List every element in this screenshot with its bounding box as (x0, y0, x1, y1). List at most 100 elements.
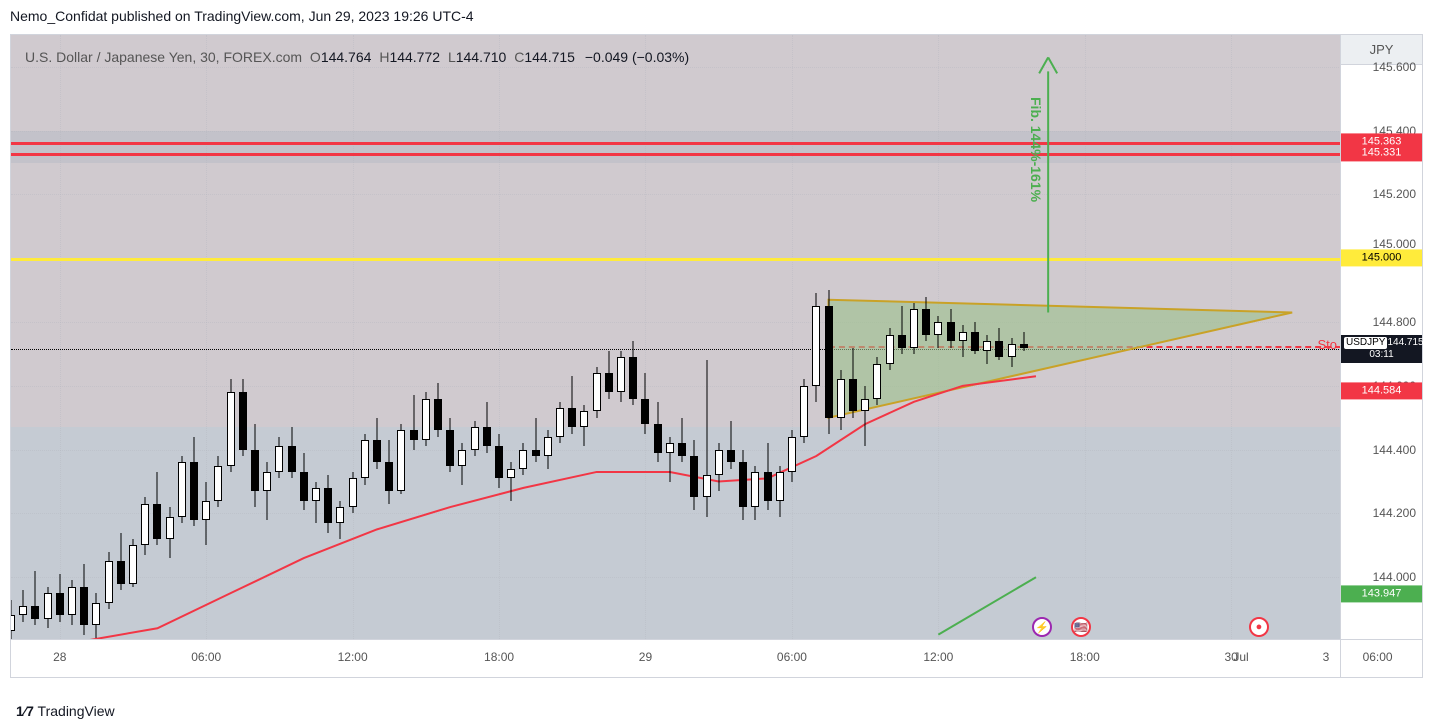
candlestick (165, 35, 175, 641)
candlestick (409, 35, 419, 641)
candlestick (238, 35, 248, 641)
candlestick (457, 35, 467, 641)
ytick: 145.200 (1373, 187, 1416, 201)
candlestick (531, 35, 541, 641)
xtick: 18:00 (484, 650, 514, 664)
candlestick (79, 35, 89, 641)
xtick: 3 (1323, 650, 1330, 664)
candlestick (921, 35, 931, 641)
candlestick (909, 35, 919, 641)
candlestick (763, 35, 773, 641)
candlestick (91, 35, 101, 641)
candlestick (811, 35, 821, 641)
candlestick (518, 35, 528, 641)
candlestick (689, 35, 699, 641)
candlestick (384, 35, 394, 641)
event-icon[interactable]: ● (1249, 617, 1269, 637)
candlestick (494, 35, 504, 641)
ytick: 144.200 (1373, 506, 1416, 520)
chart-plot[interactable]: StoFib. 144%-161%⚡🇺🇸● (11, 35, 1341, 641)
xtick: 06:00 (191, 650, 221, 664)
candlestick (250, 35, 260, 641)
candlestick (592, 35, 602, 641)
chart-legend: U.S. Dollar / Japanese Yen, 30, FOREX.co… (25, 49, 689, 65)
candlestick (579, 35, 589, 641)
candlestick (482, 35, 492, 641)
candlestick (555, 35, 565, 641)
candlestick (433, 35, 443, 641)
candlestick (738, 35, 748, 641)
candlestick (750, 35, 760, 641)
candlestick (55, 35, 65, 641)
xtick: 12:00 (923, 650, 953, 664)
price-label: 145.000 (1341, 250, 1422, 267)
candlestick (11, 35, 16, 641)
candlestick (152, 35, 162, 641)
candlestick (824, 35, 834, 641)
candlestick (616, 35, 626, 641)
candlestick (274, 35, 284, 641)
candlestick (958, 35, 968, 641)
candlestick (445, 35, 455, 641)
candlestick (396, 35, 406, 641)
event-icon[interactable]: ⚡ (1032, 617, 1052, 637)
candlestick (323, 35, 333, 641)
candlestick (897, 35, 907, 641)
candlestick (311, 35, 321, 641)
candlestick (116, 35, 126, 641)
candlestick (848, 35, 858, 641)
candlestick (177, 35, 187, 641)
candlestick (702, 35, 712, 641)
candlestick (287, 35, 297, 641)
ytick: 144.800 (1373, 315, 1416, 329)
candlestick (567, 35, 577, 641)
xtick: 12:00 (338, 650, 368, 664)
candlestick (604, 35, 614, 641)
candlestick (946, 35, 956, 641)
candlestick (213, 35, 223, 641)
candlestick (836, 35, 846, 641)
price-label: 145.331 (1341, 144, 1422, 161)
price-label: 143.947 (1341, 586, 1422, 603)
xtick: 06:00 (777, 650, 807, 664)
time-axis[interactable]: 2806:0012:0018:002906:0012:0018:003006:0… (11, 639, 1341, 677)
xtick: 29 (639, 650, 652, 664)
xtick: 28 (53, 650, 66, 664)
candlestick (470, 35, 480, 641)
candlestick (640, 35, 650, 641)
candlestick (1007, 35, 1017, 641)
candlestick (140, 35, 150, 641)
candlestick (335, 35, 345, 641)
event-icon[interactable]: 🇺🇸 (1071, 617, 1091, 637)
price-axis[interactable]: JPY 144.000144.200144.400144.600144.8001… (1340, 35, 1422, 641)
candlestick (726, 35, 736, 641)
candlestick (799, 35, 809, 641)
ytick: 144.000 (1373, 570, 1416, 584)
candlestick (872, 35, 882, 641)
ohlc-values: O144.764 H144.772 L144.710 C144.715 (306, 49, 579, 65)
ytick: 144.400 (1373, 443, 1416, 457)
candlestick (982, 35, 992, 641)
candlestick (994, 35, 1004, 641)
candlestick (677, 35, 687, 641)
candlestick (348, 35, 358, 641)
candlestick (189, 35, 199, 641)
candlestick (543, 35, 553, 641)
candlestick (775, 35, 785, 641)
candlestick (30, 35, 40, 641)
candlestick (262, 35, 272, 641)
change-value: −0.049 (−0.03%) (585, 49, 689, 65)
candlestick (665, 35, 675, 641)
candlestick (714, 35, 724, 641)
candlestick (226, 35, 236, 641)
symbol-description: U.S. Dollar / Japanese Yen, 30, FOREX.co… (25, 49, 302, 65)
candlestick (787, 35, 797, 641)
tradingview-logo: 1⁄7 TradingView (16, 703, 115, 719)
ytick: 145.600 (1373, 60, 1416, 74)
candlestick (104, 35, 114, 641)
live-price-label: USDJPY144.71503:11 (1341, 335, 1422, 363)
candlestick (67, 35, 77, 641)
chart-container[interactable]: StoFib. 144%-161%⚡🇺🇸● JPY 144.000144.200… (10, 34, 1423, 678)
publish-header: Nemo_Confidat published on TradingView.c… (10, 8, 474, 24)
candlestick (860, 35, 870, 641)
